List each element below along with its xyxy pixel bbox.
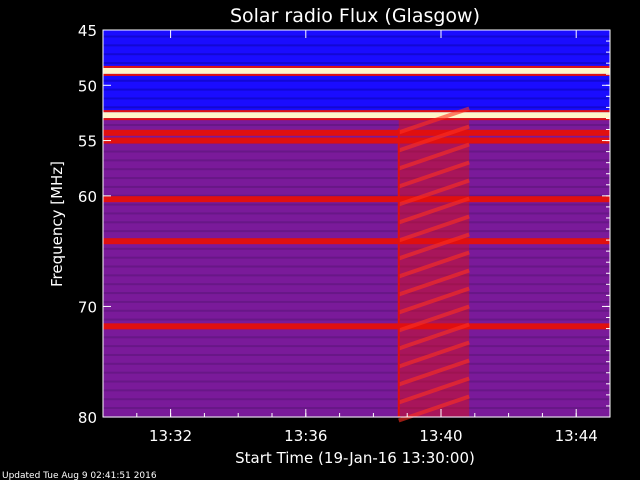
spectrum-texture-stripe bbox=[103, 389, 610, 392]
burst-striation bbox=[398, 376, 470, 405]
spectrum-texture-stripe bbox=[103, 194, 610, 197]
spectrum-texture-stripe bbox=[103, 345, 610, 348]
burst-striation bbox=[398, 394, 470, 423]
spectrum-texture-stripe bbox=[103, 123, 610, 126]
x-tick-label: 13:44 bbox=[555, 427, 598, 445]
emission-band bbox=[103, 196, 610, 203]
y-axis-title: Frequency [MHz] bbox=[48, 161, 66, 287]
spectrum-texture-stripe bbox=[103, 88, 610, 91]
bright-band-edge bbox=[103, 65, 610, 68]
burst-striation bbox=[398, 160, 470, 189]
x-axis-title: Start Time (19-Jan-16 13:30:00) bbox=[235, 449, 475, 467]
spectrum-texture-stripe bbox=[103, 168, 610, 171]
spectrum-texture-stripe bbox=[103, 265, 610, 268]
spectrum-texture-stripe bbox=[103, 44, 610, 47]
emission-band bbox=[103, 137, 610, 144]
burst-striation bbox=[398, 340, 470, 369]
plot-area bbox=[103, 30, 610, 423]
bright-band-edge bbox=[103, 118, 610, 121]
spectrum-texture-stripe bbox=[103, 212, 610, 215]
spectrum-texture-stripe bbox=[103, 300, 610, 303]
y-tick-label: 60 bbox=[78, 188, 97, 206]
updated-timestamp: Updated Tue Aug 9 02:41:51 2016 bbox=[2, 471, 157, 480]
emission-band bbox=[103, 238, 610, 245]
spectrum-texture-stripe bbox=[103, 62, 610, 65]
burst-striation bbox=[398, 142, 470, 171]
spectrum-texture-stripe bbox=[103, 106, 610, 109]
burst-striation bbox=[398, 196, 470, 225]
spectrum-texture-stripe bbox=[103, 283, 610, 286]
spectrum-texture-stripe bbox=[103, 177, 610, 180]
spectrum-texture-stripe bbox=[103, 159, 610, 162]
spectrum-region-mid bbox=[103, 112, 610, 417]
y-tick-label: 50 bbox=[78, 77, 97, 95]
spectrum-texture-stripe bbox=[103, 292, 610, 295]
x-tick-label: 13:40 bbox=[419, 427, 462, 445]
burst-striation bbox=[398, 106, 470, 135]
x-tick-label: 13:32 bbox=[149, 427, 192, 445]
spectrum-texture-stripe bbox=[103, 274, 610, 277]
bright-band-edge bbox=[103, 110, 610, 113]
spectrum-texture-stripe bbox=[103, 309, 610, 312]
burst-striation bbox=[398, 304, 470, 333]
bright-emission-band bbox=[103, 67, 610, 74]
burst-striation bbox=[398, 322, 470, 351]
chart-title: Solar radio Flux (Glasgow) bbox=[230, 5, 480, 27]
spectrum-texture-stripe bbox=[103, 318, 610, 321]
burst-striation bbox=[398, 232, 470, 261]
burst-striation bbox=[398, 178, 470, 207]
spectrum-texture-stripe bbox=[103, 380, 610, 383]
spectrum-texture-stripe bbox=[103, 221, 610, 224]
spectrum-texture-stripe bbox=[103, 371, 610, 374]
bright-emission-band bbox=[103, 112, 610, 119]
spectrum-texture-stripe bbox=[103, 336, 610, 339]
spectrum-texture-stripe bbox=[103, 256, 610, 259]
y-tick-label: 45 bbox=[78, 22, 97, 40]
emission-band bbox=[103, 129, 610, 136]
burst-striation bbox=[398, 214, 470, 243]
y-axis: 45 50 55 60 70 80 bbox=[78, 22, 610, 427]
emission-band bbox=[103, 323, 610, 330]
x-tick-label: 13:36 bbox=[284, 427, 327, 445]
spectrum-texture-stripe bbox=[103, 53, 610, 56]
spectrum-texture-stripe bbox=[103, 398, 610, 401]
spectrum-texture-stripe bbox=[103, 203, 610, 206]
burst-striation bbox=[398, 358, 470, 387]
spectrum-texture-stripe bbox=[103, 353, 610, 356]
y-tick-label: 80 bbox=[78, 409, 97, 427]
spectrum-texture-stripe bbox=[103, 362, 610, 365]
spectrum-texture-stripe bbox=[103, 407, 610, 410]
burst-striation bbox=[398, 250, 470, 279]
spectrum-texture-stripe bbox=[103, 79, 610, 82]
plot-frame bbox=[102, 29, 611, 418]
spectrum-texture-stripe bbox=[103, 247, 610, 250]
burst-striation bbox=[398, 124, 470, 153]
y-tick-label: 70 bbox=[78, 298, 97, 316]
spectrum-texture-stripe bbox=[103, 35, 610, 38]
y-tick-label: 55 bbox=[78, 133, 97, 151]
x-axis: 13:32 13:36 13:40 13:44 bbox=[102, 30, 611, 445]
spectrum-texture-stripe bbox=[103, 230, 610, 233]
spectrum-texture-stripe bbox=[103, 97, 610, 100]
burst-striation bbox=[398, 268, 470, 297]
burst-striation bbox=[398, 286, 470, 315]
spectrum-texture-stripe bbox=[103, 150, 610, 153]
bright-band-edge bbox=[103, 73, 610, 76]
spectrum-texture-stripe bbox=[103, 185, 610, 188]
